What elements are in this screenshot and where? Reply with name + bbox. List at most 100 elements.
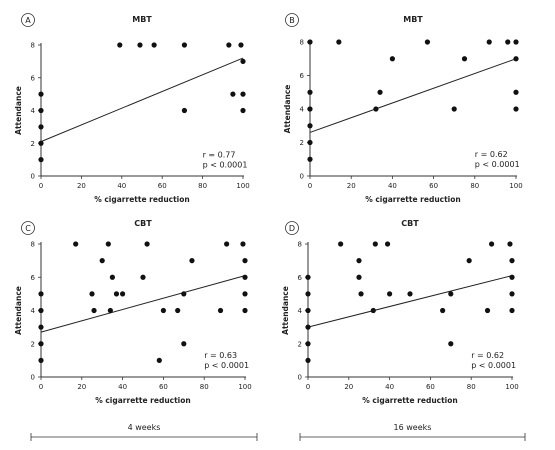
panel-a-letter: A [25, 16, 31, 25]
panel-c-y-tick-label: 2 [31, 340, 35, 348]
panel-b-data-point [307, 139, 313, 146]
panel-c-title: CBT [134, 219, 152, 228]
panel-c-x-tick-label: 20 [77, 383, 86, 391]
panel-c-data-point [240, 241, 246, 247]
panel-b-x-tick-label: 100 [509, 182, 522, 190]
panel-c-data-point [224, 241, 230, 247]
panel-c-data-point [113, 291, 120, 297]
duration-label: 16 weeks [394, 423, 432, 432]
panel-c-x-tick-label: 100 [238, 383, 251, 391]
panel-c-data-point [242, 274, 248, 280]
panel-d-data-point [440, 307, 446, 314]
panel-d-y-axis-label: Attendance [281, 286, 290, 335]
panel-a-stat: p < 0.0001 [203, 160, 248, 169]
panel-a-x-tick-label: 80 [198, 182, 207, 190]
panel-d-y-tick-label: 4 [298, 307, 303, 315]
panel-b-x-axis-label: % cigarrette reduction [365, 195, 461, 204]
panel-c-data-point [38, 341, 44, 347]
panel-b-data-point [336, 39, 342, 45]
panel-b-y-tick-label: 6 [300, 72, 305, 80]
panel-c-data-point [120, 291, 126, 297]
panel-b-data-point [424, 39, 431, 45]
panel-b-data-point [513, 39, 519, 45]
panel-a-letter-circle [21, 13, 35, 27]
panel-d-data-point [509, 274, 515, 280]
panel-c-x-tick-label: 40 [118, 383, 127, 391]
panel-a-data-point [38, 124, 44, 130]
panel-a-title: MBT [132, 15, 152, 24]
panel-d-data-point [338, 241, 344, 247]
panel-d-data-point [305, 274, 311, 280]
panel-c-data-point [175, 307, 181, 314]
panel-b-letter-circle [285, 13, 299, 27]
panel-c-x-tick-label: 0 [39, 383, 43, 391]
panel-d-x-tick-label: 40 [385, 383, 394, 391]
panel-d-x-tick-label: 60 [426, 383, 435, 391]
panel-a-fit-line [40, 57, 244, 143]
panel-d-x-tick-label: 20 [344, 383, 353, 391]
panel-a-data-point [181, 107, 188, 114]
panel-c-data-point [242, 307, 248, 314]
panel-c-letter: C [25, 224, 31, 233]
panel-a-x-axis-label: % cigarrette reduction [94, 195, 190, 204]
panel-c-data-point [217, 307, 224, 314]
panel-a-data-point [137, 42, 143, 48]
panel-d-data-point [305, 341, 311, 347]
panel-c-data-point [242, 291, 248, 297]
panel-a-data-point [238, 42, 244, 48]
panel-b-x-tick-label: 60 [429, 182, 438, 190]
panel-a-y-tick-label: 6 [31, 74, 36, 82]
panel-d-data-point [356, 274, 362, 280]
panel-a-y-axis-label: Attendance [14, 86, 23, 135]
panel-c-stat: p < 0.0001 [204, 361, 249, 370]
panel-d-x-tick-label: 100 [505, 383, 518, 391]
panel-d-data-point [484, 307, 491, 314]
panel-d-letter: D [289, 224, 295, 233]
panel-d-stat: p < 0.0001 [471, 361, 516, 370]
panel-c-data-point [91, 307, 97, 314]
panel-c-y-tick-label: 6 [31, 274, 36, 282]
panel-b-y-tick-label: 4 [300, 106, 305, 114]
panel-b-data-point [377, 89, 383, 95]
panel-a-data-point [240, 107, 246, 114]
panel-a-data-point [181, 42, 188, 48]
panel-c-data-point [107, 307, 113, 314]
panel-c-data-point [89, 291, 95, 297]
panel-d-data-point [305, 324, 311, 330]
panel-b-y-axis-label: Attendance [283, 85, 292, 134]
panel-a-stat: r = 0.77 [203, 150, 236, 159]
panel-b-y-tick-label: 2 [300, 139, 304, 147]
panel-a-data-point [38, 91, 44, 97]
panel-a-x-tick-label: 20 [77, 182, 86, 190]
panel-c-y-axis-label: Attendance [14, 286, 23, 335]
panel-d-title: CBT [401, 219, 419, 228]
panel-c-data-point [38, 324, 44, 330]
panel-a-data-point [38, 140, 44, 146]
panel-c-y-tick-label: 4 [31, 307, 36, 315]
panel-d-y-tick-label: 8 [298, 241, 302, 249]
panel-b-data-point [461, 56, 468, 62]
panel-b-fit-line [309, 58, 517, 133]
panel-c-letter-circle [21, 221, 35, 235]
panel-c-data-point [105, 241, 111, 247]
panel-d-fit-line [307, 275, 513, 328]
panel-c-fit-line [40, 275, 246, 333]
panel-b-data-point [505, 39, 511, 45]
panel-d-data-point [305, 291, 311, 297]
panel-d-data-point [358, 291, 364, 297]
panel-b-x-tick-label: 0 [308, 182, 312, 190]
panel-a-data-point [226, 42, 232, 48]
panel-a-data-point [230, 91, 236, 97]
panel-b-stat: r = 0.62 [475, 150, 508, 159]
panel-c-data-point [38, 357, 44, 363]
panel-d-data-point [466, 258, 472, 264]
panel-c-data-point [181, 341, 187, 347]
panel-d-x-tick-label: 80 [467, 383, 476, 391]
panel-d-data-point [509, 258, 515, 264]
panel-d-y-tick-label: 6 [298, 274, 303, 282]
panel-c-data-point [242, 258, 248, 264]
panel-b-x-tick-label: 20 [347, 182, 356, 190]
panel-d-y-tick-label: 2 [298, 340, 302, 348]
panel-d-letter-circle [285, 221, 299, 235]
